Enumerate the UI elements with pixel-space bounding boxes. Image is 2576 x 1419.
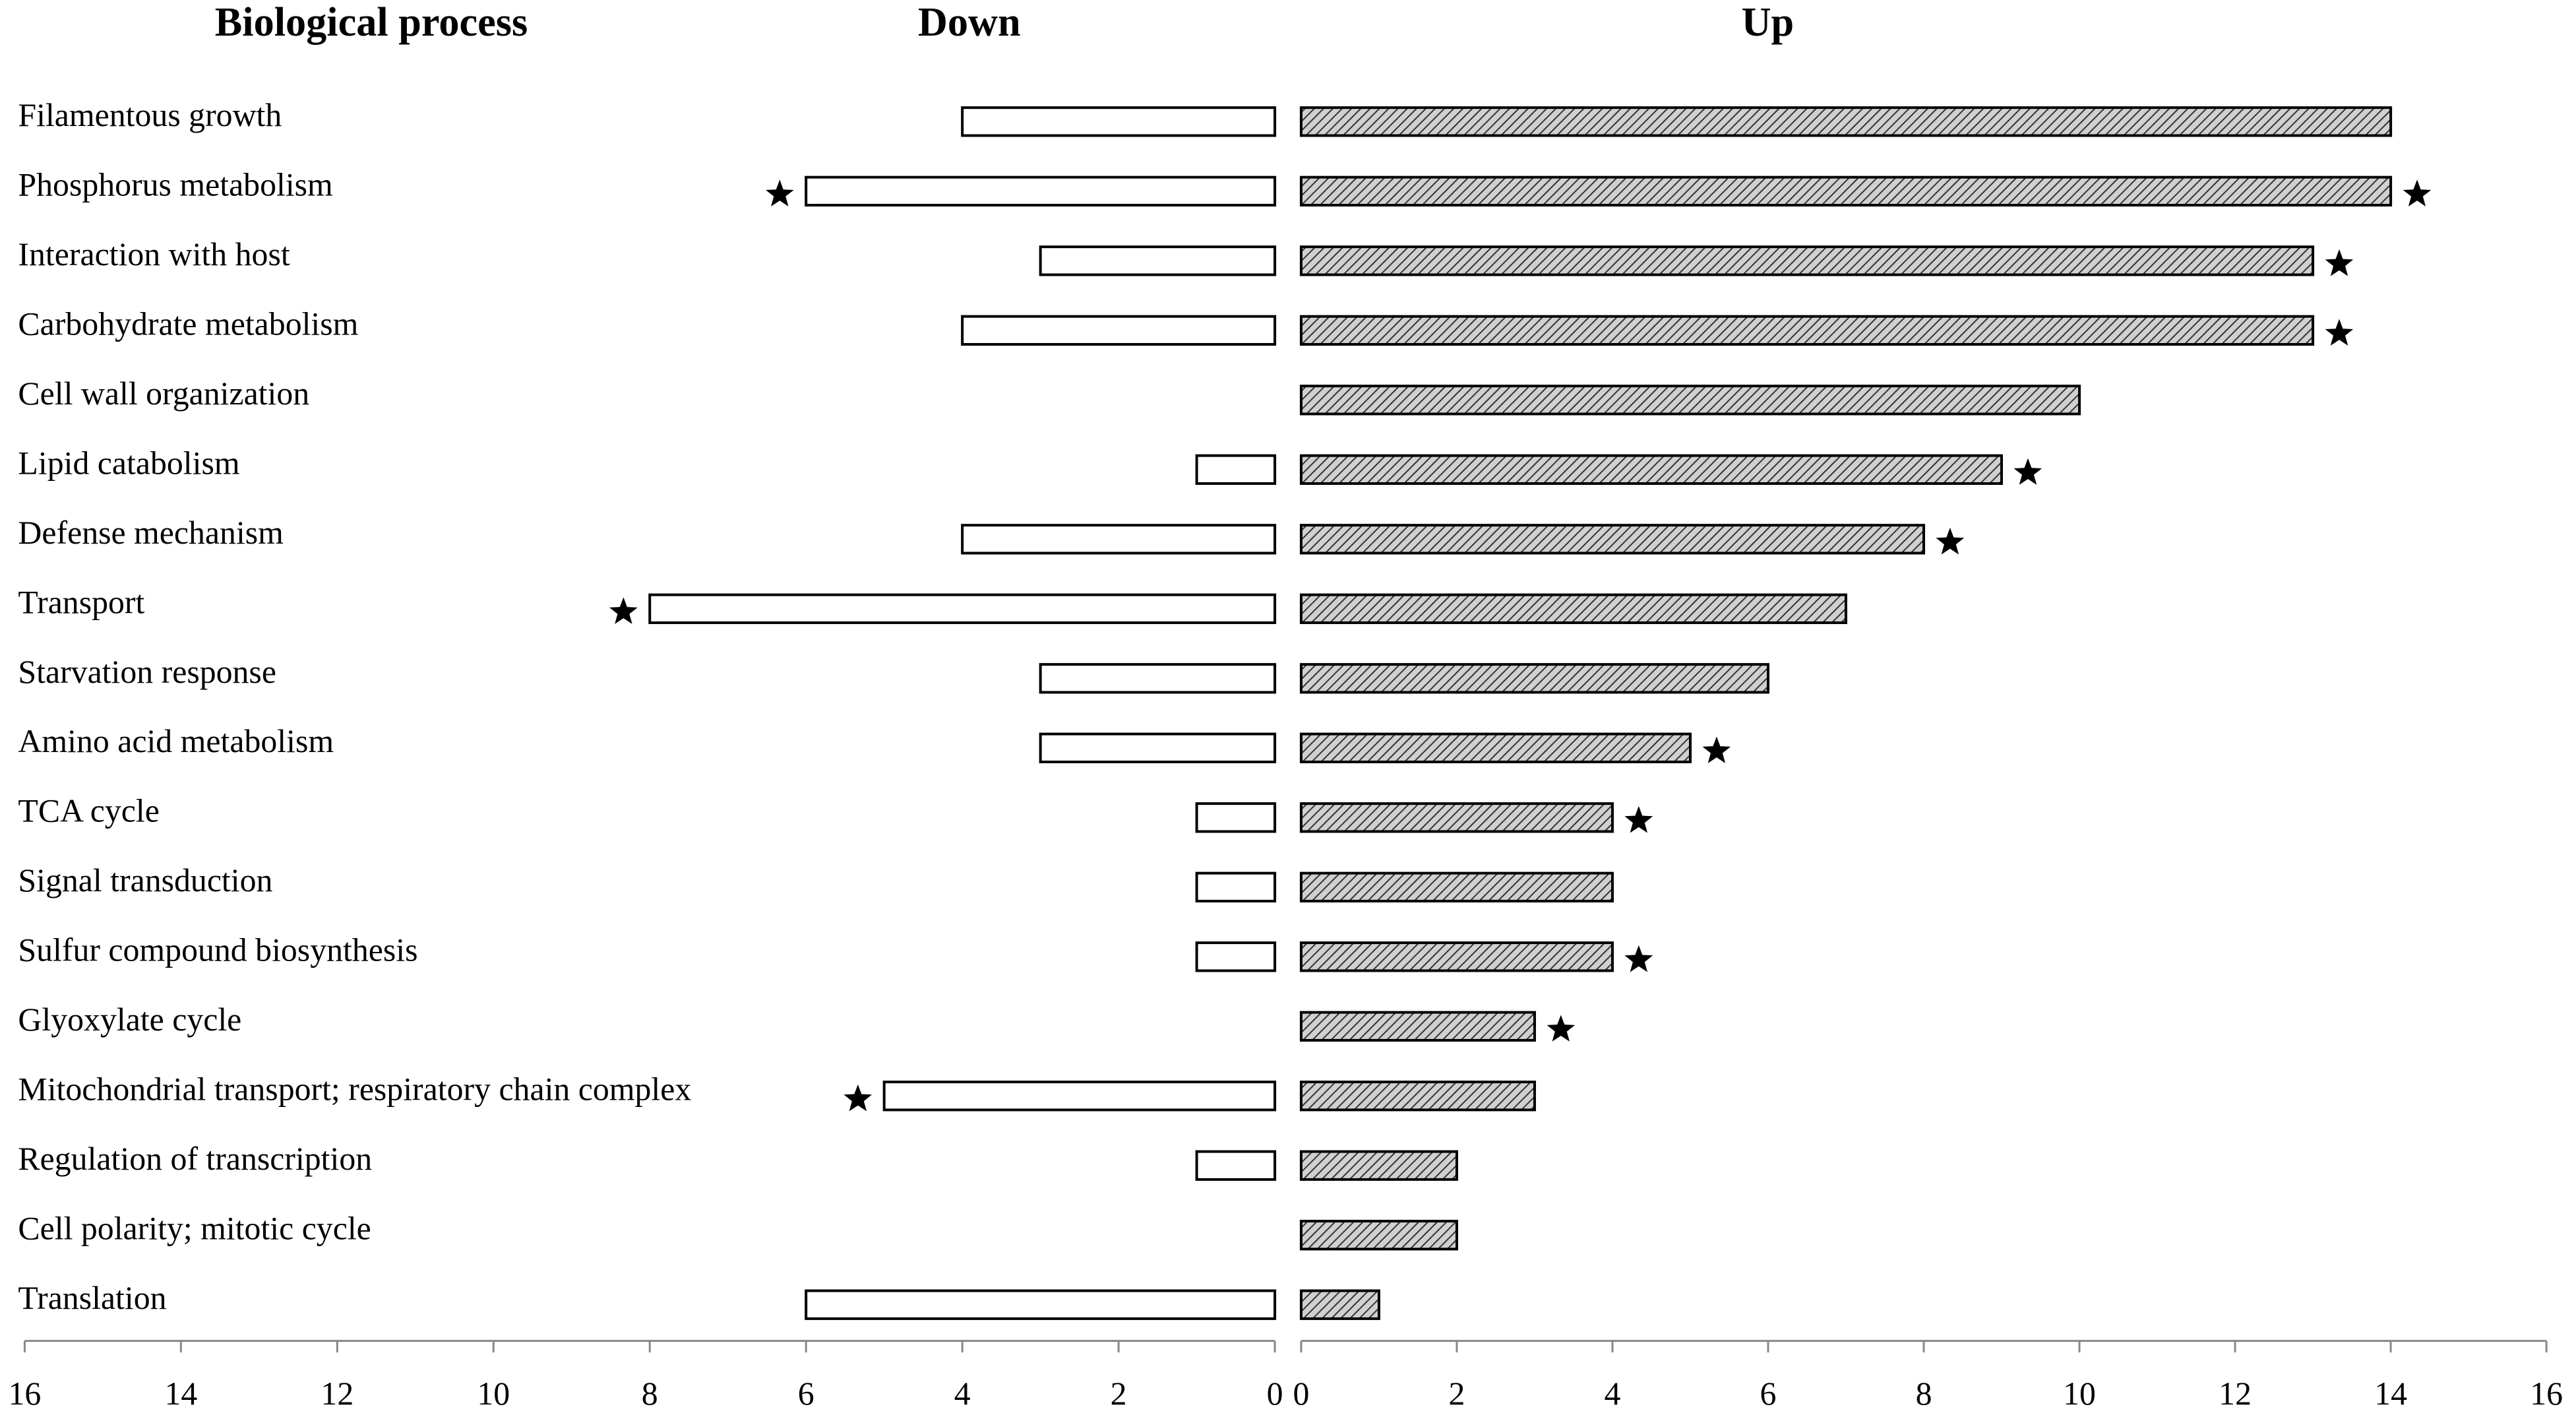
x-tick-label: 10 <box>2063 1375 2096 1412</box>
bar <box>1299 1220 1458 1251</box>
significance-star <box>2325 249 2354 276</box>
significance-star <box>2403 179 2432 206</box>
x-tick-label: 8 <box>642 1375 658 1412</box>
bar <box>1299 1081 1536 1112</box>
significance-star <box>1624 945 1653 972</box>
category-label: Lipid catabolism <box>18 445 239 481</box>
bar <box>1299 593 1848 624</box>
bar <box>1299 1289 1380 1320</box>
bar <box>1299 245 2315 276</box>
bar <box>1299 941 1614 972</box>
bar <box>1299 1150 1458 1181</box>
x-tick-label: 8 <box>1916 1375 1932 1412</box>
bar <box>1039 663 1277 694</box>
x-tick-label: 14 <box>2374 1375 2407 1412</box>
x-tick-label: 4 <box>954 1375 971 1412</box>
bar <box>1039 245 1277 276</box>
bar <box>1299 524 1926 555</box>
series-header: Up <box>1742 0 1794 45</box>
series-header: Down <box>918 0 1021 45</box>
x-tick-label: 2 <box>1448 1375 1465 1412</box>
bar <box>648 593 1277 624</box>
bar <box>882 1081 1277 1112</box>
bar <box>1195 871 1277 902</box>
bar <box>961 524 1277 555</box>
bar <box>961 315 1277 346</box>
x-tick-label: 16 <box>8 1375 41 1412</box>
bar <box>1299 454 2004 485</box>
x-tick-label: 6 <box>1760 1375 1777 1412</box>
bar <box>1299 802 1614 833</box>
bar <box>1299 732 1692 763</box>
x-tick-label: 12 <box>2219 1375 2252 1412</box>
significance-star <box>2013 458 2042 485</box>
category-label: Carbohydrate metabolism <box>18 305 358 342</box>
x-tick-label: 14 <box>164 1375 197 1412</box>
category-label: Regulation of transcription <box>18 1141 372 1177</box>
category-label: Amino acid metabolism <box>18 723 334 759</box>
significance-star <box>843 1084 873 1112</box>
bar <box>961 106 1277 137</box>
category-label: Defense mechanism <box>18 515 284 551</box>
bar <box>805 1289 1277 1320</box>
x-tick-label: 2 <box>1111 1375 1127 1412</box>
category-label: Phosphorus metabolism <box>18 166 332 203</box>
bar <box>1299 1011 1536 1042</box>
bar <box>1195 1150 1277 1181</box>
x-tick-label: 4 <box>1605 1375 1621 1412</box>
category-label: Translation <box>18 1280 166 1316</box>
category-label: Cell wall organization <box>18 375 309 412</box>
category-label: Interaction with host <box>18 236 290 272</box>
significance-star <box>1624 805 1653 833</box>
x-tick-label: 12 <box>321 1375 353 1412</box>
bar <box>1299 315 2315 346</box>
bar <box>1299 385 2081 416</box>
bar <box>805 175 1277 206</box>
x-tick-label: 10 <box>477 1375 510 1412</box>
x-tick-label: 6 <box>798 1375 814 1412</box>
x-tick-label: 0 <box>1267 1375 1283 1412</box>
category-header: Biological process <box>215 0 528 45</box>
category-label: Glyoxylate cycle <box>18 1001 241 1038</box>
category-label: Starvation response <box>18 654 276 690</box>
bar <box>1299 663 1769 694</box>
category-label: Filamentous growth <box>18 97 282 133</box>
category-label: Cell polarity; mitotic cycle <box>18 1211 371 1247</box>
category-label: Sulfur compound biosynthesis <box>18 932 417 968</box>
x-tick-label: 0 <box>1293 1375 1309 1412</box>
significance-star <box>1547 1015 1576 1042</box>
bar <box>1039 732 1277 763</box>
significance-star <box>1702 736 1731 763</box>
category-label: Signal transduction <box>18 862 272 899</box>
category-label: Transport <box>18 584 144 620</box>
significance-star <box>2325 319 2354 346</box>
significance-star <box>766 179 794 206</box>
bar <box>1195 941 1277 972</box>
category-label: TCA cycle <box>18 793 159 829</box>
significance-star <box>609 597 638 624</box>
bar <box>1195 802 1277 833</box>
bar <box>1299 106 2393 137</box>
significance-star <box>1936 527 1965 555</box>
bar <box>1299 871 1614 902</box>
x-tick-label: 16 <box>2530 1375 2563 1412</box>
bar <box>1195 454 1277 485</box>
bar <box>1299 175 2393 206</box>
category-label: Mitochondrial transport; respiratory cha… <box>18 1071 691 1108</box>
